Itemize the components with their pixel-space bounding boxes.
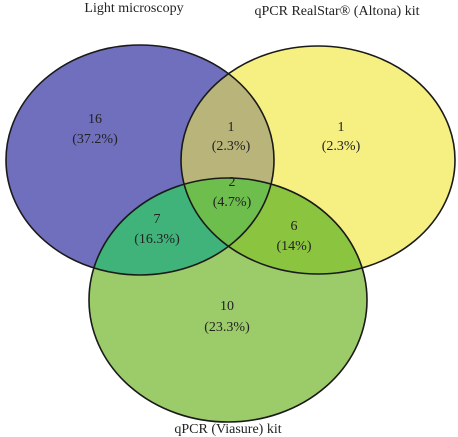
region-altona-only-count: 1 bbox=[338, 120, 345, 135]
set-label-altona: qPCR RealStar® (Altona) kit bbox=[254, 4, 419, 19]
set-viasure-outline bbox=[88, 177, 368, 423]
region-light-viasure-percent: (16.3%) bbox=[134, 232, 180, 247]
region-viasure-only-count: 10 bbox=[220, 299, 234, 314]
overlap-light-viasure-fill bbox=[89, 178, 274, 275]
set-label-viasure: qPCR (Viasure) kit bbox=[174, 422, 281, 437]
region-light-viasure-count: 7 bbox=[154, 212, 161, 227]
region-viasure-only-percent: (23.3%) bbox=[204, 320, 250, 335]
set-light-outline bbox=[5, 44, 275, 276]
region-light-only-percent: (37.2%) bbox=[72, 132, 118, 147]
region-light-altona-percent: (2.3%) bbox=[212, 139, 251, 154]
region-all-three-count: 2 bbox=[229, 175, 236, 190]
set-altona-outline bbox=[180, 45, 456, 275]
region-altona-viasure-percent: (14%) bbox=[277, 239, 312, 254]
region-altona-only-percent: (2.3%) bbox=[322, 139, 361, 154]
overlap-altona-viasure-fill bbox=[181, 178, 367, 274]
region-light-only-count: 16 bbox=[88, 112, 102, 127]
region-light-altona-count: 1 bbox=[228, 120, 235, 135]
set-label-light: Light microscopy bbox=[84, 1, 183, 16]
region-all-three-percent: (4.7%) bbox=[213, 195, 252, 210]
region-altona-viasure-count: 6 bbox=[291, 219, 298, 234]
